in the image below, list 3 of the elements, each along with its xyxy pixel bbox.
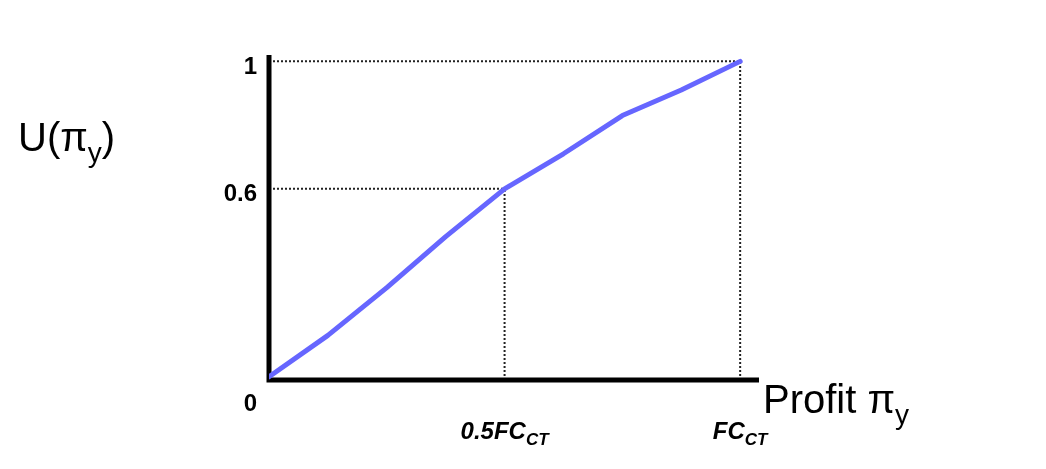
y-tick-label: 0.6	[223, 179, 258, 207]
y-tick-label: 0	[243, 388, 258, 416]
y-tick-label: 1	[243, 52, 258, 79]
